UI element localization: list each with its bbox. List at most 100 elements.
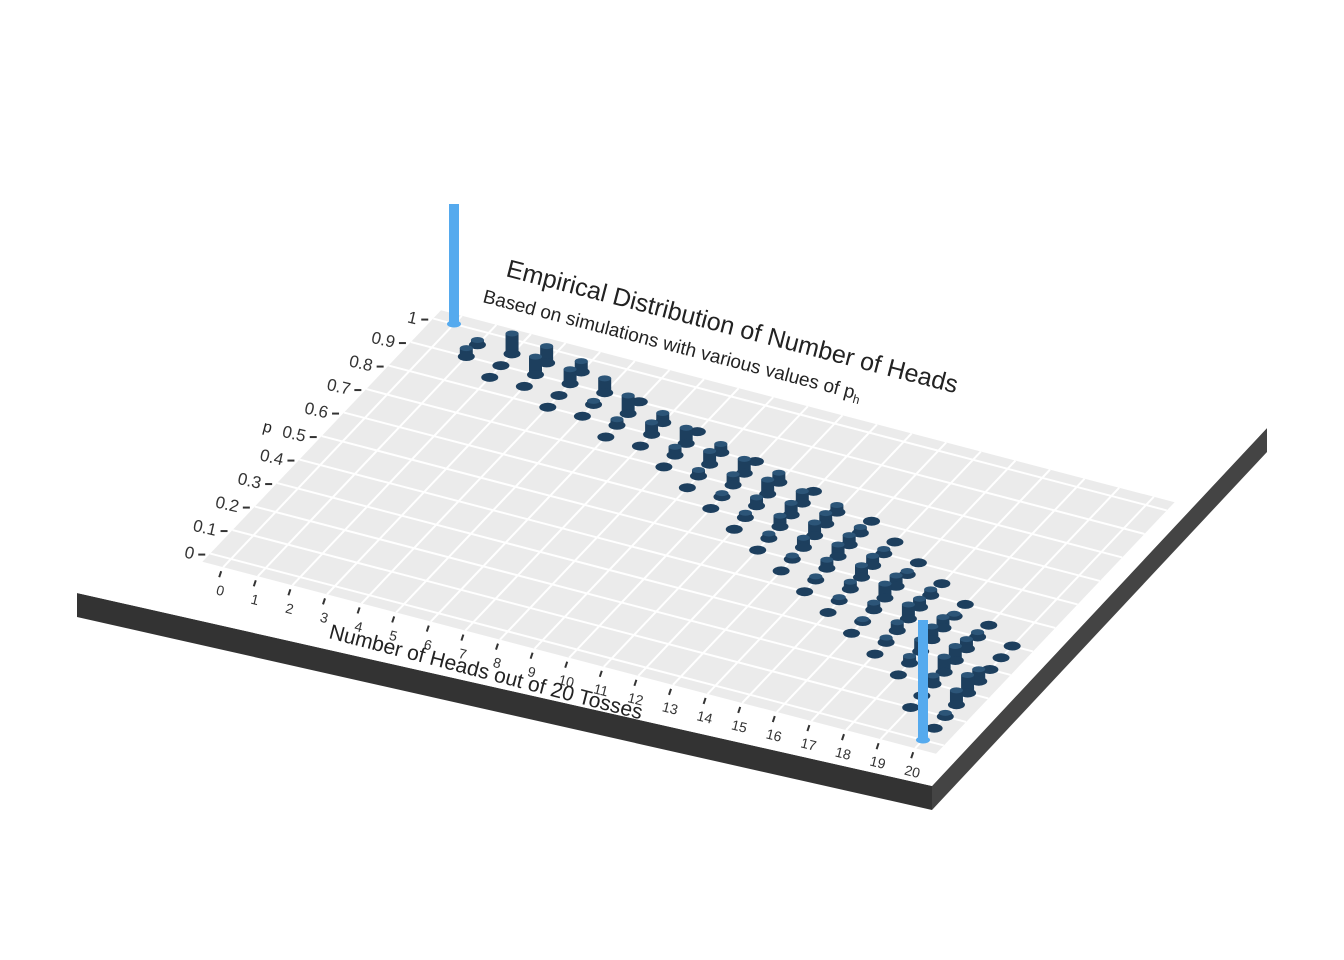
y-tick-label: 0.7 xyxy=(325,375,352,399)
x-tick-mark xyxy=(875,742,880,750)
bar-stem xyxy=(773,515,787,527)
lollipop-bar xyxy=(876,580,894,603)
bar-base xyxy=(503,349,521,359)
bar-top xyxy=(925,623,939,630)
bar-base xyxy=(746,457,764,466)
lollipop-bar xyxy=(573,411,591,421)
bar-top xyxy=(830,501,844,508)
y-axis-label: p xyxy=(261,418,274,437)
bar-base xyxy=(911,602,929,612)
lollipop-bar xyxy=(804,486,822,496)
lollipop-bar xyxy=(935,653,953,677)
lollipop-bar xyxy=(970,666,988,686)
bar-base xyxy=(925,723,943,733)
x-tick-label: 5 xyxy=(388,627,400,644)
bar-base xyxy=(1003,641,1021,651)
bar-base xyxy=(596,388,614,398)
bar-base xyxy=(736,513,754,523)
bar-top xyxy=(961,672,975,678)
lollipop-bar xyxy=(818,556,836,573)
lollipop-bar xyxy=(736,509,754,523)
y-tick-label: 1 xyxy=(406,308,420,329)
lollipop-bar xyxy=(909,558,927,568)
bar-base xyxy=(690,471,707,481)
lollipop-bar xyxy=(902,702,920,712)
bar-top xyxy=(656,410,670,416)
bar-stem xyxy=(505,333,519,354)
x-tick-label: 11 xyxy=(592,680,610,699)
lollipop-bar xyxy=(866,649,884,659)
lollipop-bars xyxy=(447,204,1021,744)
lollipop-bar xyxy=(828,501,846,517)
x-tick-mark xyxy=(598,670,603,678)
bar-base xyxy=(666,450,684,460)
bar-base xyxy=(677,438,695,448)
bar-top xyxy=(621,392,635,399)
bar-base xyxy=(793,498,811,508)
x-tick-mark xyxy=(564,661,569,669)
lollipop-bar xyxy=(771,512,789,532)
bar-base xyxy=(782,510,800,520)
bar-base xyxy=(864,561,882,570)
bar-top xyxy=(867,599,881,606)
bar-top xyxy=(959,636,973,643)
y-tick-label: 0.2 xyxy=(214,492,241,516)
x-tick-mark xyxy=(668,688,672,696)
bar-top xyxy=(877,545,891,552)
lollipop-bar xyxy=(713,490,731,502)
bar-base xyxy=(875,549,893,559)
bar-base xyxy=(959,688,977,698)
bar-top xyxy=(761,476,775,483)
bar-stem xyxy=(796,537,810,548)
bar-base xyxy=(902,702,920,712)
x-tick-mark xyxy=(495,643,499,650)
lollipop-bar xyxy=(654,410,672,428)
bar-base xyxy=(980,620,998,630)
bar-top xyxy=(598,375,612,382)
bar-top xyxy=(853,523,867,530)
bar-top xyxy=(692,466,705,473)
lollipop-bar xyxy=(841,578,859,594)
bar-base xyxy=(457,352,475,362)
x-tick-label: 3 xyxy=(318,609,330,626)
lollipop-bar xyxy=(924,672,942,689)
x-tick-label: 13 xyxy=(661,698,680,717)
lollipop-bar xyxy=(889,670,907,680)
lollipop-bar xyxy=(980,620,998,630)
bar-base xyxy=(447,320,461,328)
bar-base xyxy=(865,605,883,615)
bar-top xyxy=(784,499,798,506)
lollipop-bar xyxy=(492,361,510,371)
bar-top xyxy=(470,337,484,343)
lollipop-bar xyxy=(794,534,812,552)
bar-base xyxy=(724,480,742,490)
bar-base xyxy=(725,524,743,534)
lollipop-bar xyxy=(887,572,905,591)
bar-base xyxy=(760,533,778,543)
bar-top xyxy=(938,709,952,716)
bar-stem xyxy=(772,472,786,483)
bar-top xyxy=(738,509,752,516)
grid-line-y xyxy=(209,552,945,747)
bar-base xyxy=(678,483,696,493)
y-tick-label: 0.1 xyxy=(191,516,218,540)
lollipop-bar xyxy=(969,629,987,642)
bar-base xyxy=(909,558,927,568)
bar-top xyxy=(924,586,938,593)
bar-base xyxy=(539,402,557,412)
bar-top xyxy=(563,366,577,373)
bar-top xyxy=(936,614,950,621)
lollipop-bar xyxy=(819,608,837,617)
lollipop-bar xyxy=(770,469,788,487)
bar-base xyxy=(701,459,719,469)
bar-base xyxy=(712,447,730,457)
lollipop-bar xyxy=(899,601,917,624)
y-tick-label: 0.5 xyxy=(280,422,307,446)
bar-top xyxy=(866,552,880,559)
x-tick-label: 4 xyxy=(353,618,365,635)
bar-base xyxy=(655,462,673,472)
x-tick-label: 14 xyxy=(695,707,714,726)
bar-base xyxy=(916,736,930,744)
lollipop-bar xyxy=(793,488,811,508)
highlight-bar xyxy=(447,204,461,328)
